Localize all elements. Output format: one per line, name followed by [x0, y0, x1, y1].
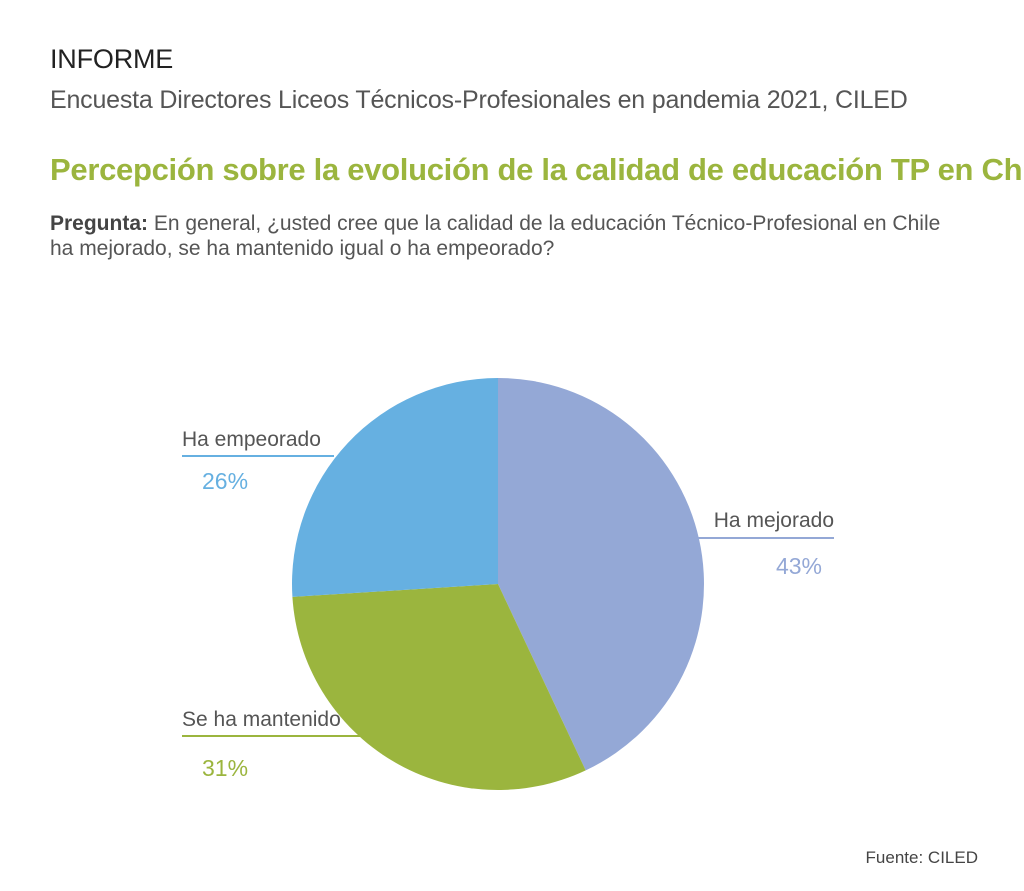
source-note: Fuente: CILED — [865, 848, 978, 867]
slice-value-ha-mejorado: 43% — [776, 553, 822, 579]
report-kicker: INFORME — [50, 44, 174, 74]
pie-slice-se-ha-mantenido — [292, 584, 586, 790]
slice-label-ha-mejorado: Ha mejorado — [714, 509, 834, 532]
report-subtitle: Encuesta Directores Liceos Técnicos-Prof… — [50, 86, 908, 114]
slice-label-ha-empeorado: Ha empeorado — [182, 428, 321, 451]
chart-title: Percepción sobre la evolución de la cali… — [50, 152, 1024, 187]
survey-question: Pregunta: En general, ¿usted cree que la… — [50, 211, 950, 261]
slice-value-ha-empeorado: 26% — [202, 468, 248, 494]
question-text: En general, ¿usted cree que la calidad d… — [50, 212, 941, 260]
pie-slice-ha-mejorado — [498, 378, 704, 771]
pie-slice-ha-empeorado — [292, 378, 498, 597]
slice-label-se-ha-mantenido: Se ha mantenido — [182, 708, 341, 731]
slice-value-se-ha-mantenido: 31% — [202, 755, 248, 781]
question-label: Pregunta: — [50, 212, 149, 235]
